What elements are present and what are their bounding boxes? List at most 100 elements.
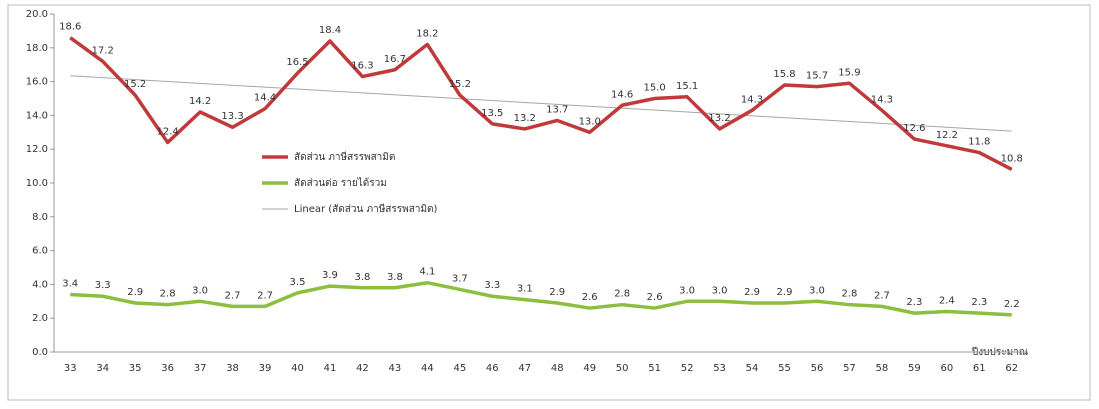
x-tick-label: 58	[876, 363, 889, 374]
data-label: 3.9	[322, 270, 338, 281]
x-tick-label: 45	[453, 363, 466, 374]
data-label: 13.5	[481, 108, 503, 119]
x-tick-label: 48	[551, 363, 564, 374]
data-label: 17.2	[92, 45, 114, 56]
x-tick-label: 54	[746, 363, 759, 374]
y-tick-label: 14.0	[26, 110, 48, 121]
data-label: 18.6	[59, 22, 81, 33]
x-tick-label: 44	[421, 363, 434, 374]
data-label: 15.2	[449, 79, 471, 90]
data-label: 15.7	[806, 71, 828, 82]
x-tick-label: 55	[778, 363, 791, 374]
x-tick-label: 37	[194, 363, 207, 374]
x-tick-label: 56	[811, 363, 824, 374]
y-tick-label: 0.0	[32, 347, 48, 358]
series-line	[70, 280, 1012, 317]
data-label: 2.9	[744, 287, 760, 298]
data-label: 2.8	[160, 289, 176, 300]
data-label: 2.6	[582, 292, 598, 303]
data-label: 14.2	[189, 96, 211, 107]
y-tick-label: 18.0	[26, 43, 48, 54]
data-label: 2.7	[874, 290, 890, 301]
data-label: 14.6	[611, 89, 633, 100]
data-label: 3.1	[517, 284, 533, 295]
data-label: 3.0	[809, 285, 825, 296]
data-label: 3.8	[387, 272, 403, 283]
data-label: 2.8	[841, 289, 857, 300]
data-label: 2.3	[971, 297, 987, 308]
trendline	[70, 75, 1012, 132]
data-label: 15.1	[676, 81, 698, 92]
x-tick-label: 41	[324, 363, 337, 374]
data-label: 3.0	[192, 285, 208, 296]
legend-label: Linear (สัดส่วน ภาษีสรรพสามิต)	[294, 203, 438, 215]
data-label: 2.6	[647, 292, 663, 303]
y-tick-label: 10.0	[26, 178, 48, 189]
legend-label: สัดส่วนต่อ รายได้รวม	[294, 177, 387, 189]
x-tick-label: 46	[486, 363, 499, 374]
data-label: 15.0	[644, 83, 666, 94]
x-tick-label: 47	[518, 363, 531, 374]
x-tick-label: 43	[389, 363, 402, 374]
data-label: 3.4	[62, 279, 78, 290]
y-tick-label: 16.0	[26, 77, 48, 88]
y-tick-label: 2.0	[32, 313, 48, 324]
data-label: 3.0	[679, 285, 695, 296]
data-label: 2.9	[777, 287, 793, 298]
x-tick-label: 62	[1005, 363, 1018, 374]
x-tick-label: 49	[583, 363, 596, 374]
data-label: 16.3	[351, 61, 373, 72]
x-tick-label: 57	[843, 363, 856, 374]
data-label: 4.1	[419, 267, 435, 278]
data-label: 14.4	[254, 93, 276, 104]
data-label: 18.4	[319, 25, 341, 36]
data-label: 3.8	[354, 272, 370, 283]
x-tick-label: 39	[259, 363, 272, 374]
data-label: 12.4	[157, 126, 179, 137]
data-label: 16.5	[286, 57, 308, 68]
data-label: 2.4	[939, 295, 955, 306]
x-tick-label: 60	[940, 363, 953, 374]
x-tick-label: 50	[616, 363, 629, 374]
data-label: 13.7	[546, 104, 568, 115]
data-label: 3.5	[290, 277, 306, 288]
x-tick-label: 35	[129, 363, 142, 374]
data-label: 16.7	[384, 54, 406, 65]
data-label: 13.2	[514, 113, 536, 124]
data-label: 12.6	[903, 123, 925, 134]
data-label: 13.0	[579, 116, 601, 127]
data-label: 2.3	[906, 297, 922, 308]
x-tick-label: 40	[291, 363, 304, 374]
data-label: 3.3	[95, 280, 111, 291]
x-tick-label: 33	[64, 363, 77, 374]
data-label: 3.0	[712, 285, 728, 296]
data-label: 2.8	[614, 289, 630, 300]
data-label: 15.2	[124, 79, 146, 90]
data-label: 2.9	[549, 287, 565, 298]
x-tick-label: 61	[973, 363, 986, 374]
data-label: 2.2	[1004, 299, 1020, 310]
y-tick-label: 6.0	[32, 246, 48, 257]
data-label: 13.2	[708, 113, 730, 124]
y-tick-label: 12.0	[26, 144, 48, 155]
y-tick-label: 8.0	[32, 212, 48, 223]
data-label: 2.9	[127, 287, 143, 298]
data-label: 18.2	[416, 28, 438, 39]
y-tick-label: 20.0	[26, 9, 48, 20]
series-line	[69, 36, 1013, 172]
x-tick-label: 53	[713, 363, 726, 374]
data-label: 15.8	[773, 69, 795, 80]
chart-border	[7, 4, 1091, 401]
x-tick-label: 51	[648, 363, 661, 374]
x-tick-label: 36	[161, 363, 174, 374]
legend-label: สัดส่วน ภาษีสรรพสามิต	[294, 151, 395, 163]
data-label: 15.9	[838, 67, 860, 78]
data-label: 12.2	[936, 130, 958, 141]
data-label: 2.7	[225, 290, 241, 301]
data-label: 11.8	[968, 137, 990, 148]
x-tick-label: 34	[96, 363, 109, 374]
x-tick-label: 42	[356, 363, 369, 374]
data-label: 14.3	[871, 94, 893, 105]
x-tick-label: 52	[681, 363, 694, 374]
